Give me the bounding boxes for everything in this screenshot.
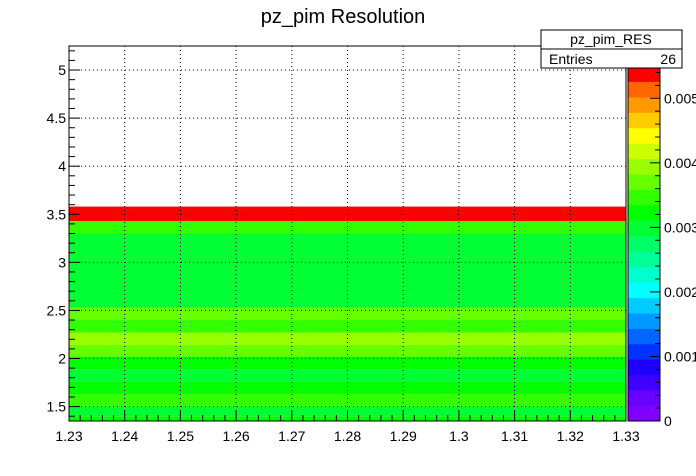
- palette-swatch-1: [628, 390, 660, 407]
- y-tick-label: 3: [58, 254, 66, 270]
- heatmap-bands: [69, 206, 626, 421]
- heatmap-band-15: [69, 206, 626, 221]
- palette-swatch-21: [628, 81, 660, 98]
- x-tick-label: 1.29: [390, 428, 417, 444]
- palette-swatch-5: [628, 328, 660, 345]
- y-tick-label: 4: [58, 158, 66, 174]
- colorbar-ticks: 0 0.001 0.002 0.003 0.004 0.005: [650, 71, 696, 429]
- palette-swatch-18: [628, 127, 660, 144]
- palette-swatch-17: [628, 143, 660, 160]
- palette-swatch-15: [628, 174, 660, 190]
- palette-swatch-9: [628, 266, 660, 283]
- y-tick-label: 5: [58, 62, 66, 78]
- stats-entries-label: Entries: [549, 51, 593, 67]
- palette-swatch-7: [628, 297, 660, 314]
- colorbar-tick-label: 0.002: [664, 284, 696, 300]
- palette-swatch-3: [628, 359, 660, 376]
- y-tick-label: 3.5: [47, 206, 67, 222]
- colorbar-tick-label: 0.001: [664, 348, 696, 364]
- heatmap-band-2: [69, 394, 626, 407]
- palette-swatch-22: [628, 66, 660, 82]
- palette-swatch-4: [628, 343, 660, 360]
- heatmap-band-9: [69, 307, 626, 321]
- x-tick-label: 1.31: [501, 428, 528, 444]
- palette-swatch-0: [628, 405, 660, 422]
- heatmap-band-11: [69, 257, 626, 296]
- palette-swatch-11: [628, 235, 660, 252]
- stats-entries-value: 26: [660, 51, 676, 67]
- x-tick-label: 1.33: [612, 428, 639, 444]
- palette-swatch-20: [628, 96, 660, 113]
- palette-swatch-10: [628, 251, 660, 268]
- y-tick-label: 1.5: [47, 399, 67, 415]
- y-tick-label: 2.5: [47, 302, 67, 318]
- palette-swatch-6: [628, 312, 660, 329]
- heatmap-band-10: [69, 295, 626, 308]
- colorbar-tick-label: 0.004: [664, 155, 696, 171]
- y-tick-label: 2: [58, 351, 66, 367]
- palette-swatch-16: [628, 158, 660, 175]
- heatmap-band-3: [69, 381, 626, 395]
- heatmap-band-13: [69, 233, 626, 247]
- palette-swatch-8: [628, 282, 660, 299]
- palette-swatch-12: [628, 220, 660, 237]
- heatmap-band-14: [69, 221, 626, 234]
- colorbar-tick-label: 0.003: [664, 219, 696, 235]
- x-tick-label: 1.26: [222, 428, 249, 444]
- color-palette: [627, 65, 661, 422]
- stats-box: pz_pim_RES Entries 26: [540, 29, 683, 69]
- x-tick-label: 1.24: [111, 428, 138, 444]
- y-tick-label: 4.5: [47, 110, 67, 126]
- heatmap-band-4: [69, 369, 626, 382]
- x-tick-label: 1.23: [55, 428, 82, 444]
- palette-swatch-2: [628, 374, 660, 391]
- x-tick-label: 1.3: [449, 428, 469, 444]
- palette-swatch-14: [628, 189, 660, 206]
- heatmap-band-12: [69, 246, 626, 258]
- y-axis-ticks: 1.5 2 2.5 3 3.5 4 4.5 5: [47, 50, 80, 417]
- x-axis-ticks: 1.23 1.24 1.25 1.26 1.27 1.28 1.29 1.3 1.31 1.32 1…: [55, 410, 640, 444]
- x-tick-label: 1.32: [557, 428, 584, 444]
- x-tick-label: 1.28: [334, 428, 361, 444]
- stats-box-name: pz_pim_RES: [570, 31, 652, 47]
- x-tick-label: 1.25: [167, 428, 194, 444]
- colorbar-tick-label: 0: [664, 413, 672, 429]
- colorbar-tick-label: 0.005: [664, 90, 696, 106]
- palette-swatch-19: [628, 112, 660, 129]
- x-tick-label: 1.27: [278, 428, 305, 444]
- chart-title: pz_pim Resolution: [261, 6, 426, 28]
- palette-swatch-13: [628, 204, 660, 221]
- grid-lines: [69, 46, 626, 421]
